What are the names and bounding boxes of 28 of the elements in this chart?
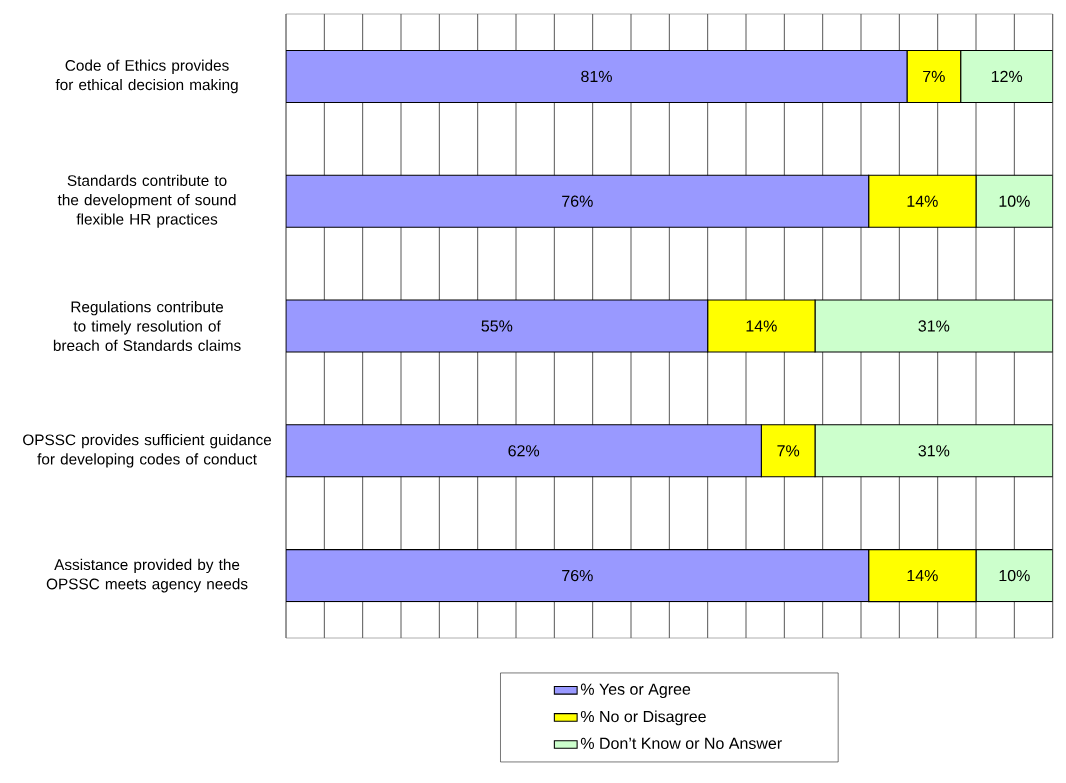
data-label: 14% [746, 320, 777, 332]
data-label: 31% [918, 445, 950, 457]
y-tick-label: Assistance provided by the OPSSC meets agency needs [46, 558, 248, 593]
data-label: 10% [999, 569, 1030, 582]
data-label: 31% [918, 320, 950, 332]
data-label: 14% [907, 195, 938, 207]
bar [286, 174, 870, 228]
data-label: 10% [999, 195, 1030, 207]
bar [286, 549, 870, 603]
bar [286, 49, 908, 103]
y-tick-label: Standards contribute to the development of sound flexible HR practices [57, 174, 236, 228]
legend-label: % Yes or Agree [580, 683, 691, 699]
data-label: 14% [907, 570, 938, 582]
data-label: 76% [562, 569, 593, 582]
data-label: 62% [508, 445, 540, 457]
y-tick-label: OPSSC provides sufficient guidance for developing codes of conduct [23, 434, 272, 468]
bar [286, 424, 762, 478]
bar [286, 299, 709, 353]
legend-label: % Don’t Know or No Answer [580, 737, 782, 750]
data-label: 55% [481, 320, 513, 332]
data-label: 7% [777, 445, 800, 457]
legend-label: % No or Disagree [580, 710, 706, 726]
y-tick-label: Code of Ethics provides for ethical decision making [55, 59, 238, 94]
data-label: 76% [562, 195, 593, 207]
y-tick-label: Regulations contribute to timely resolution of breach of Standards claims [53, 301, 241, 351]
data-label: 7% [923, 70, 945, 82]
data-label: 12% [991, 70, 1023, 83]
data-label: 81% [581, 70, 612, 83]
